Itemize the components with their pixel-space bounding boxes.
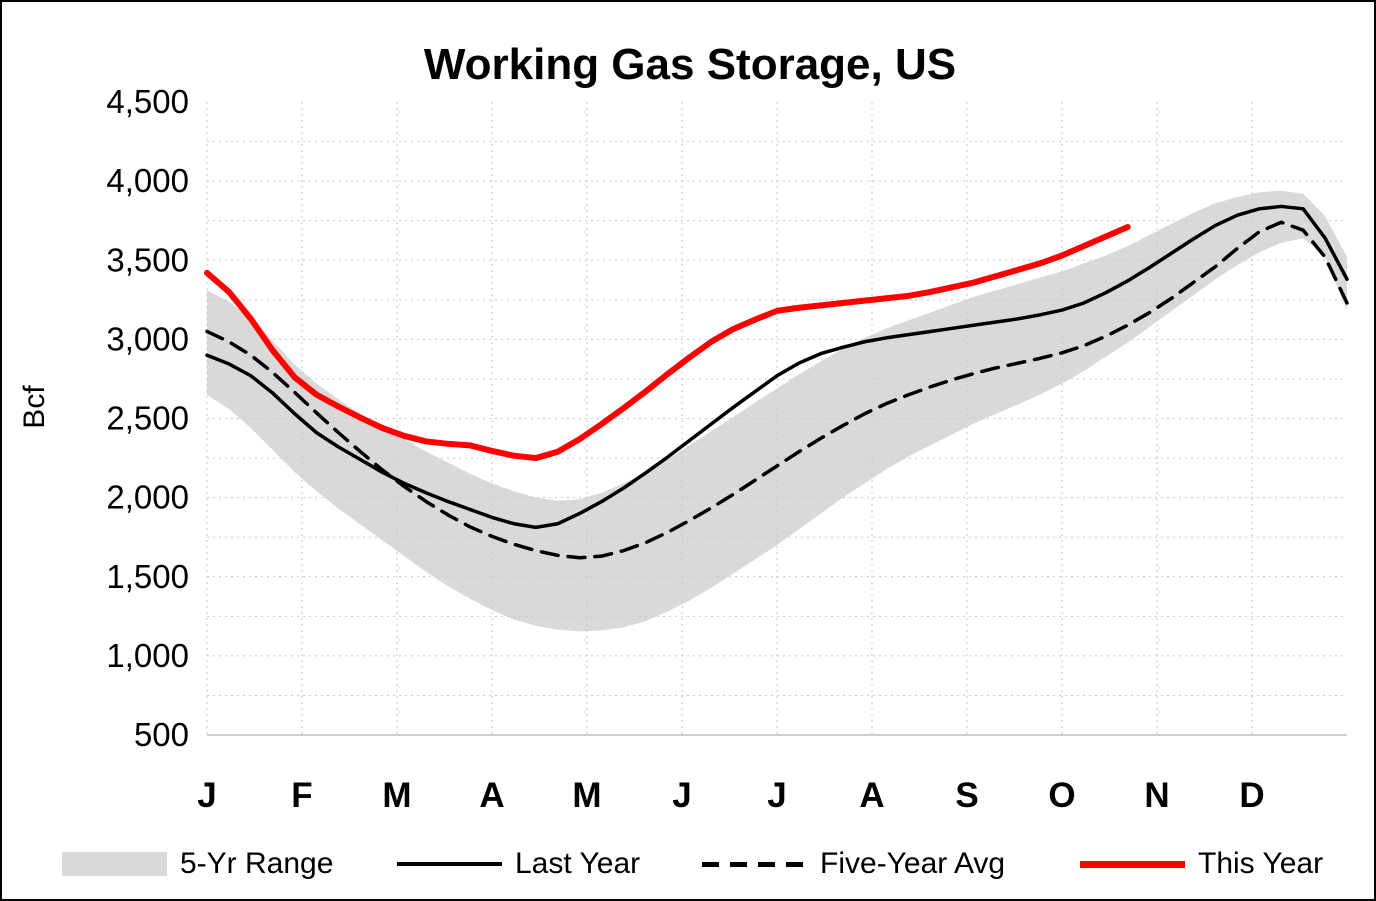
dashed-line-swatch: [702, 861, 807, 867]
legend-item-five-year-avg: Five-Year Avg: [702, 840, 1005, 888]
month-label: M: [382, 776, 411, 815]
legend-label-range: 5-Yr Range: [180, 847, 334, 880]
month-label: S: [955, 776, 978, 815]
month-label: J: [197, 776, 216, 815]
month-label: O: [1048, 776, 1075, 815]
y-axis-label: Bcf: [18, 385, 51, 429]
y-tick-label: 3,000: [106, 320, 189, 357]
month-label: J: [767, 776, 786, 815]
legend-label-last-year: Last Year: [515, 847, 641, 880]
legend-label-five-year-avg: Five-Year Avg: [820, 847, 1006, 880]
solid-line-swatch: [397, 862, 502, 866]
series-this-year: [204, 224, 1131, 462]
y-tick-label: 4,000: [106, 162, 189, 199]
month-label: A: [859, 776, 884, 815]
red-line-swatch: [1080, 860, 1185, 868]
y-tick-label: 4,500: [106, 83, 189, 120]
y-tick-label: 2,000: [106, 479, 189, 516]
month-label: N: [1144, 776, 1169, 815]
chart-title: Working Gas Storage, US: [423, 40, 957, 89]
y-tick-label: 2,500: [106, 400, 189, 437]
gridlines: [206, 102, 1347, 735]
legend-label-this-year: This Year: [1198, 847, 1324, 880]
month-label: F: [291, 776, 312, 815]
y-tick-label: 1,500: [106, 558, 189, 595]
legend-item-this-year: This Year: [1080, 840, 1323, 888]
y-tick-label: 1,000: [106, 637, 189, 674]
y-tick-label: 3,500: [106, 241, 189, 278]
legend-item-last-year: Last Year: [397, 840, 640, 888]
y-axis-tick-labels: 500 1,000 1,500 2,000 2,500 3,000 3,500 4,000 4,…: [106, 83, 189, 753]
legend: 5-Yr Range Last Year Five-Year Avg This …: [2, 840, 1374, 895]
legend-item-range: 5-Yr Range: [62, 840, 333, 888]
month-label: D: [1239, 776, 1264, 815]
y-tick-label: 500: [134, 716, 189, 753]
range-band-swatch: [62, 852, 167, 876]
month-label: M: [572, 776, 601, 815]
series-five-year-avg: [205, 220, 1349, 560]
month-label: A: [479, 776, 504, 815]
month-label: J: [672, 776, 691, 815]
